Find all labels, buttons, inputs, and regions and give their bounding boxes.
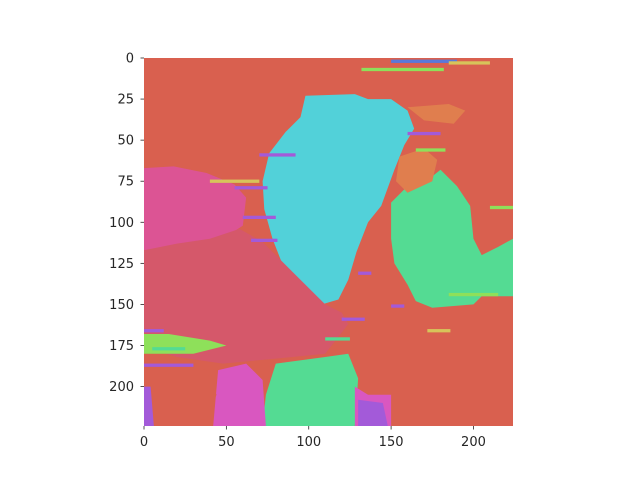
heatmap-speckle-5 bbox=[234, 186, 268, 190]
x-tick-label-3: 150 bbox=[379, 435, 404, 450]
y-axis: 0 25 50 75 100 125 150 175 200 bbox=[109, 52, 144, 395]
heatmap-speckle-8 bbox=[415, 148, 446, 152]
y-tick-label-6: 150 bbox=[109, 298, 134, 313]
y-tick-label-0: 0 bbox=[126, 52, 134, 67]
heatmap-region-purple-12 bbox=[144, 386, 154, 426]
y-tick-label-7: 175 bbox=[109, 339, 134, 354]
heatmap-speckle-18 bbox=[391, 304, 405, 308]
y-tick-label-1: 25 bbox=[117, 93, 134, 108]
heatmap-speckles bbox=[144, 59, 513, 367]
heatmap-speckle-0 bbox=[361, 67, 444, 72]
heatmap-speckle-11 bbox=[341, 317, 365, 321]
heatmap-speckle-9 bbox=[407, 131, 441, 136]
heatmap-speckle-1 bbox=[391, 59, 457, 63]
heatmap-region-orange-10 bbox=[407, 104, 466, 124]
heatmap-region-orange-9 bbox=[396, 148, 438, 193]
y-tick-label-2: 50 bbox=[117, 134, 134, 149]
heatmap-speckle-7 bbox=[251, 238, 278, 242]
heatmap-speckle-13 bbox=[144, 329, 164, 333]
heatmap-region-magenta-5 bbox=[213, 363, 266, 426]
x-tick-label-2: 100 bbox=[296, 435, 321, 450]
x-tick-label-0: 0 bbox=[140, 435, 148, 450]
x-tick-label-1: 50 bbox=[218, 435, 235, 450]
y-tick-label-8: 200 bbox=[109, 380, 134, 395]
plot-area bbox=[144, 58, 513, 426]
heatmap-speckle-19 bbox=[489, 205, 513, 210]
heatmap-region-cyan-0 bbox=[262, 94, 415, 305]
heatmap-speckle-14 bbox=[144, 363, 194, 367]
heatmap-regions bbox=[144, 94, 513, 426]
y-tick-label-3: 75 bbox=[117, 175, 134, 190]
heatmap-speckle-6 bbox=[242, 215, 276, 219]
heatmap-speckle-2 bbox=[448, 61, 490, 65]
heatmap-speckle-12 bbox=[325, 337, 350, 341]
y-tick-label-4: 100 bbox=[109, 216, 134, 231]
x-axis: 0 50 100 150 200 bbox=[140, 426, 486, 450]
heatmap-speckle-10 bbox=[448, 292, 499, 297]
heatmap-speckle-15 bbox=[152, 347, 186, 351]
heatmap-region-crimson-2 bbox=[144, 228, 349, 364]
heatmap-speckle-17 bbox=[427, 329, 451, 333]
heatmap-region-purple-7 bbox=[358, 399, 388, 426]
heatmap-speckle-3 bbox=[259, 153, 296, 157]
heatmap-region-background-11 bbox=[147, 363, 217, 423]
heatmap-region-pink-1 bbox=[144, 166, 247, 251]
heatmap-speckle-4 bbox=[209, 179, 260, 183]
heatmap-region-mint-4 bbox=[262, 353, 359, 426]
heatmap-speckle-16 bbox=[358, 271, 372, 275]
y-tick-label-5: 125 bbox=[109, 257, 134, 272]
x-tick-label-4: 200 bbox=[461, 435, 486, 450]
heatmap-region-mint-3 bbox=[391, 169, 513, 308]
